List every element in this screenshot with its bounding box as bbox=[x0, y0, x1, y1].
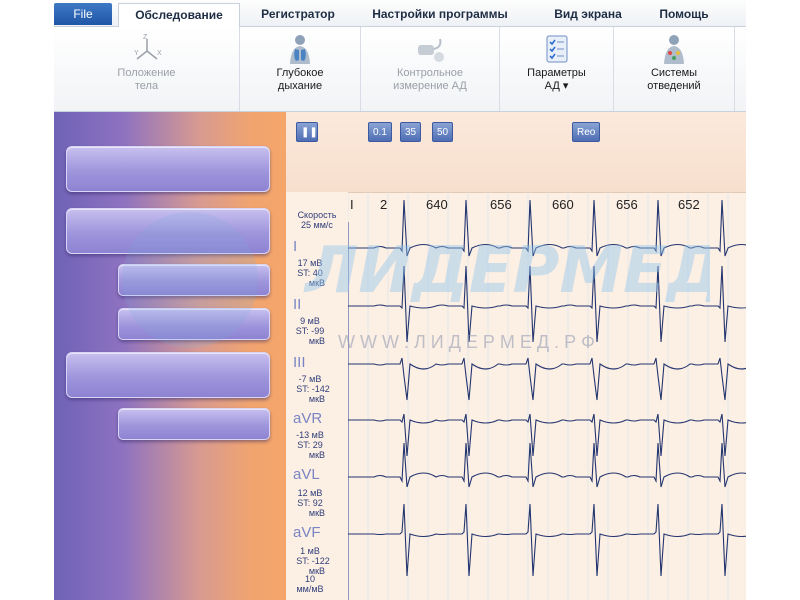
rr-interval-label: 640 bbox=[426, 197, 448, 212]
lead-name-aVL: aVL bbox=[293, 466, 320, 483]
lead-amp-II: 9 мВ bbox=[300, 316, 320, 326]
bp-measure-button[interactable]: Контрольное измерение АД bbox=[361, 27, 500, 111]
bp-params-label: Параметры АД ▾ bbox=[527, 67, 586, 92]
svg-text:Z: Z bbox=[143, 34, 148, 41]
speed-label: Скорость 25 мм/с bbox=[297, 210, 337, 230]
rr-interval-label: I bbox=[350, 197, 354, 212]
filter-0-1-button[interactable]: 0.1 bbox=[368, 122, 392, 142]
lead-systems-label: Системы отведений bbox=[647, 67, 701, 92]
lead-st-aVL: ST: 92 bbox=[297, 498, 323, 508]
tab-view[interactable]: Вид экрана bbox=[554, 7, 622, 21]
deep-breath-label: Глубокое дыхание bbox=[276, 67, 324, 92]
body-position-label: Положение тела bbox=[117, 67, 176, 92]
ecg-monitor: ❚❚ 0.1 35 50 Reo Скорость 25 мм/с I 17 м… bbox=[286, 112, 746, 600]
lead-unit-III: мкВ bbox=[308, 394, 326, 404]
ecg-trace-aVL bbox=[348, 442, 746, 488]
lead-st-I: ST: 40 bbox=[297, 268, 323, 278]
lead-st-III: ST: -142 bbox=[296, 384, 330, 394]
scale-label: 10 мм/мВ bbox=[296, 574, 324, 594]
ecg-trace-I bbox=[348, 199, 746, 257]
rr-interval-label: 656 bbox=[490, 197, 512, 212]
bp-measure-label: Контрольное измерение АД bbox=[393, 67, 467, 92]
tab-help[interactable]: Помощь bbox=[659, 7, 709, 21]
deep-breath-button[interactable]: Глубокое дыхание bbox=[240, 27, 361, 111]
lead-st-II: ST: -99 bbox=[295, 326, 325, 336]
lead-unit-aVR: мкВ bbox=[308, 450, 326, 460]
lungs-person-icon bbox=[290, 35, 310, 64]
panel-subbutton-2[interactable] bbox=[118, 308, 270, 340]
ecg-trace-III bbox=[348, 357, 746, 401]
bp-params-button[interactable]: Параметры АД ▾ bbox=[500, 27, 614, 111]
ribbon-panel: Z Y X Положение тела Глубокое дыхание Ко… bbox=[54, 27, 746, 112]
lead-unit-aVF: мкВ bbox=[308, 566, 326, 576]
filter-35-button[interactable]: 35 bbox=[400, 122, 422, 142]
rr-interval-label: 2 bbox=[380, 197, 388, 212]
body-position-button[interactable]: Z Y X Положение тела bbox=[54, 27, 240, 111]
lead-st-aVF: ST: -122 bbox=[296, 556, 330, 566]
lead-amp-I: 17 мВ bbox=[297, 258, 323, 268]
lead-unit-I: мкВ bbox=[308, 278, 326, 288]
rr-interval-label: 660 bbox=[552, 197, 574, 212]
lead-name-II: II bbox=[293, 296, 302, 313]
tab-file[interactable]: File bbox=[54, 3, 112, 25]
tab-settings[interactable]: Настройки программы bbox=[372, 7, 508, 21]
panel-button-2[interactable] bbox=[66, 208, 270, 254]
panel-subbutton-3[interactable] bbox=[118, 408, 270, 440]
svg-text:X: X bbox=[157, 50, 162, 57]
lead-amp-aVF: 1 мВ bbox=[300, 546, 320, 556]
ecg-control-bar: ❚❚ 0.1 35 50 Reo bbox=[286, 112, 746, 193]
panel-button-3[interactable] bbox=[66, 352, 270, 398]
lead-name-III: III bbox=[293, 354, 306, 371]
axes-icon: Z Y X bbox=[134, 34, 162, 60]
lead-st-aVR: ST: 29 bbox=[297, 440, 323, 450]
ribbon-tabbar: File Обследование Регистратор Настройки … bbox=[54, 0, 746, 28]
panel-button-1[interactable] bbox=[66, 146, 270, 192]
tab-exam[interactable]: Обследование bbox=[118, 3, 240, 28]
lead-name-aVF: aVF bbox=[293, 524, 321, 541]
lead-name-aVR: aVR bbox=[293, 410, 323, 427]
lead-unit-aVL: мкВ bbox=[308, 508, 326, 518]
lead-amp-aVR: -13 мВ bbox=[296, 430, 324, 440]
ecg-traces bbox=[348, 192, 746, 600]
ecg-trace-aVR bbox=[348, 413, 746, 457]
rr-interval-label: 656 bbox=[616, 197, 638, 212]
lead-amp-III: -7 мВ bbox=[298, 374, 322, 384]
tab-registrar[interactable]: Регистратор bbox=[261, 7, 335, 21]
torso-leads-icon bbox=[664, 35, 684, 64]
lead-amp-aVL: 12 мВ bbox=[297, 488, 323, 498]
bp-cuff-icon bbox=[418, 38, 444, 62]
lead-systems-button[interactable]: Системы отведений bbox=[614, 27, 735, 111]
lead-unit-II: мкВ bbox=[308, 336, 326, 346]
left-navigation-panel bbox=[54, 112, 286, 600]
checklist-icon bbox=[546, 35, 567, 63]
svg-text:Y: Y bbox=[134, 50, 139, 57]
ecg-trace-II bbox=[348, 265, 746, 343]
rr-interval-label: 652 bbox=[678, 197, 700, 212]
lead-info-column: Скорость 25 мм/с I 17 мВ ST: 40 мкВ II 9… bbox=[286, 192, 348, 600]
ecg-trace-aVF bbox=[348, 503, 746, 577]
reo-button[interactable]: Reo bbox=[572, 122, 601, 142]
panel-subbutton-1[interactable] bbox=[118, 264, 270, 296]
lead-name-I: I bbox=[293, 238, 298, 255]
pause-button[interactable]: ❚❚ bbox=[296, 122, 318, 142]
filter-50-button[interactable]: 50 bbox=[432, 122, 454, 142]
